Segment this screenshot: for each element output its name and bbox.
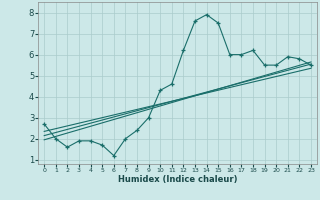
X-axis label: Humidex (Indice chaleur): Humidex (Indice chaleur) bbox=[118, 175, 237, 184]
